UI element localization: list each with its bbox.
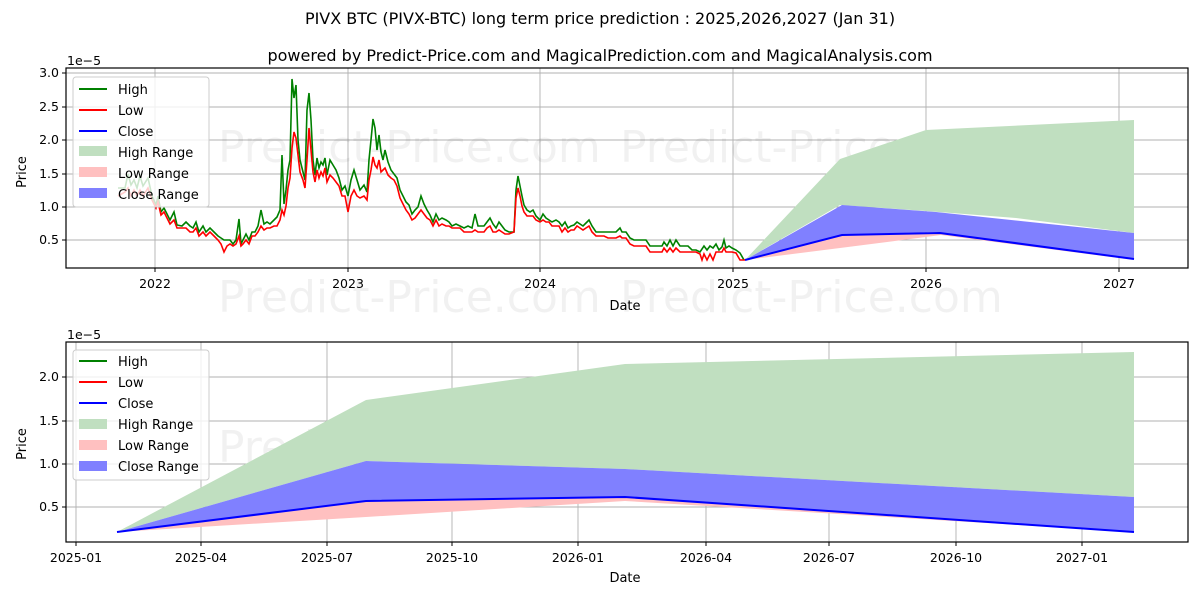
bottom-xticks: 2025-01 2025-04 2025-07 2025-10 2026-01 …	[50, 550, 1108, 565]
ytick-label: 3.0	[39, 65, 59, 80]
xtick-label: 2022	[139, 276, 171, 291]
top-ytick-marks	[62, 72, 1120, 272]
legend-high-range-swatch	[79, 146, 107, 156]
xtick-label: 2026-01	[552, 550, 604, 565]
legend-high-range-swatch	[79, 419, 107, 429]
xtick-label: 2027-01	[1056, 550, 1108, 565]
xtick-label: 2023	[332, 276, 364, 291]
close-line	[116, 495, 1135, 533]
close-line	[744, 231, 1135, 261]
legend-high-range-label: High Range	[118, 146, 193, 161]
bottom-tick-marks	[62, 376, 1083, 546]
ytick-label: 0.5	[39, 499, 59, 514]
chart-subtitle: powered by Predict-Price.com and Magical…	[267, 46, 933, 65]
legend-high-label: High	[118, 355, 148, 370]
top-xlabel: Date	[609, 299, 640, 314]
legend-high-range-label: High Range	[118, 418, 193, 433]
top-ylabel: Price	[15, 156, 30, 188]
xtick-label: 2025-04	[175, 550, 227, 565]
low-range-area	[117, 497, 1134, 532]
xtick-label: 2027	[1103, 276, 1135, 291]
xtick-label: 2026-07	[803, 550, 855, 565]
legend-close-range-swatch	[79, 461, 107, 471]
chart-title: PIVX BTC (PIVX-BTC) long term price pred…	[304, 9, 896, 28]
bottom-ylabel: Price	[15, 428, 30, 460]
bottom-scale-label: 1e−5	[67, 327, 101, 342]
xtick-label: 2026-04	[680, 550, 732, 565]
legend-close-label: Close	[118, 125, 153, 140]
top-yticks: 0.5 1.0 1.5 2.0 2.5 3.0	[39, 65, 59, 247]
top-legend: High Low Close High Range Low Range Clos…	[72, 76, 210, 208]
xtick-label: 2025-01	[50, 550, 102, 565]
legend-close-range-swatch	[79, 188, 107, 198]
legend-low-range-swatch	[79, 440, 107, 450]
bottom-xlabel: Date	[609, 571, 640, 586]
ytick-label: 0.5	[39, 232, 59, 247]
top-chart: Predict-Price.com Predict-Price.com 0.5 …	[15, 53, 1189, 323]
close-range-area	[745, 205, 1134, 260]
top-axes-frame	[65, 67, 1189, 269]
legend-low-label: Low	[118, 376, 144, 391]
ytick-label: 1.5	[39, 166, 59, 181]
high-range-area	[745, 120, 1134, 260]
legend-close-label: Close	[118, 397, 153, 412]
high-range-area	[117, 352, 1134, 532]
high-line	[118, 78, 745, 261]
bottom-legend: High Low Close High Range Low Range Clos…	[72, 349, 210, 481]
xtick-label: 2026-10	[930, 550, 982, 565]
watermark: Predict-Price.com	[218, 122, 601, 173]
low-line	[117, 127, 745, 263]
ytick-label: 1.0	[39, 456, 59, 471]
ytick-label: 2.0	[39, 369, 59, 384]
legend-low-range-label: Low Range	[118, 439, 189, 454]
top-scale-label: 1e−5	[67, 53, 101, 68]
xtick-label: 2025-10	[426, 550, 478, 565]
xtick-label: 2025-07	[301, 550, 353, 565]
ytick-label: 1.5	[39, 413, 59, 428]
legend-close-range-label: Close Range	[118, 460, 199, 475]
xtick-label: 2024	[524, 276, 556, 291]
top-xticks: 2022 2023 2024 2025 2026 2027	[139, 276, 1135, 291]
watermark: Predict-Price.com	[620, 272, 1003, 323]
bottom-axes-frame	[65, 341, 1189, 543]
legend-low-range-label: Low Range	[118, 167, 189, 182]
legend-high-label: High	[118, 83, 148, 98]
legend-low-range-swatch	[79, 167, 107, 177]
low-range-area	[745, 232, 1134, 260]
ytick-label: 2.5	[39, 99, 59, 114]
bottom-yticks: 0.5 1.0 1.5 2.0	[39, 369, 59, 514]
legend-close-range-label: Close Range	[118, 188, 199, 203]
bottom-chart: Predict-Price.com Predict-Price.com 0.5 …	[15, 327, 1189, 586]
watermark: Predict-Price.com	[218, 272, 601, 323]
legend-low-label: Low	[118, 104, 144, 119]
ytick-label: 2.0	[39, 132, 59, 147]
xtick-label: 2025	[717, 276, 749, 291]
xtick-label: 2026	[910, 276, 942, 291]
ytick-label: 1.0	[39, 199, 59, 214]
